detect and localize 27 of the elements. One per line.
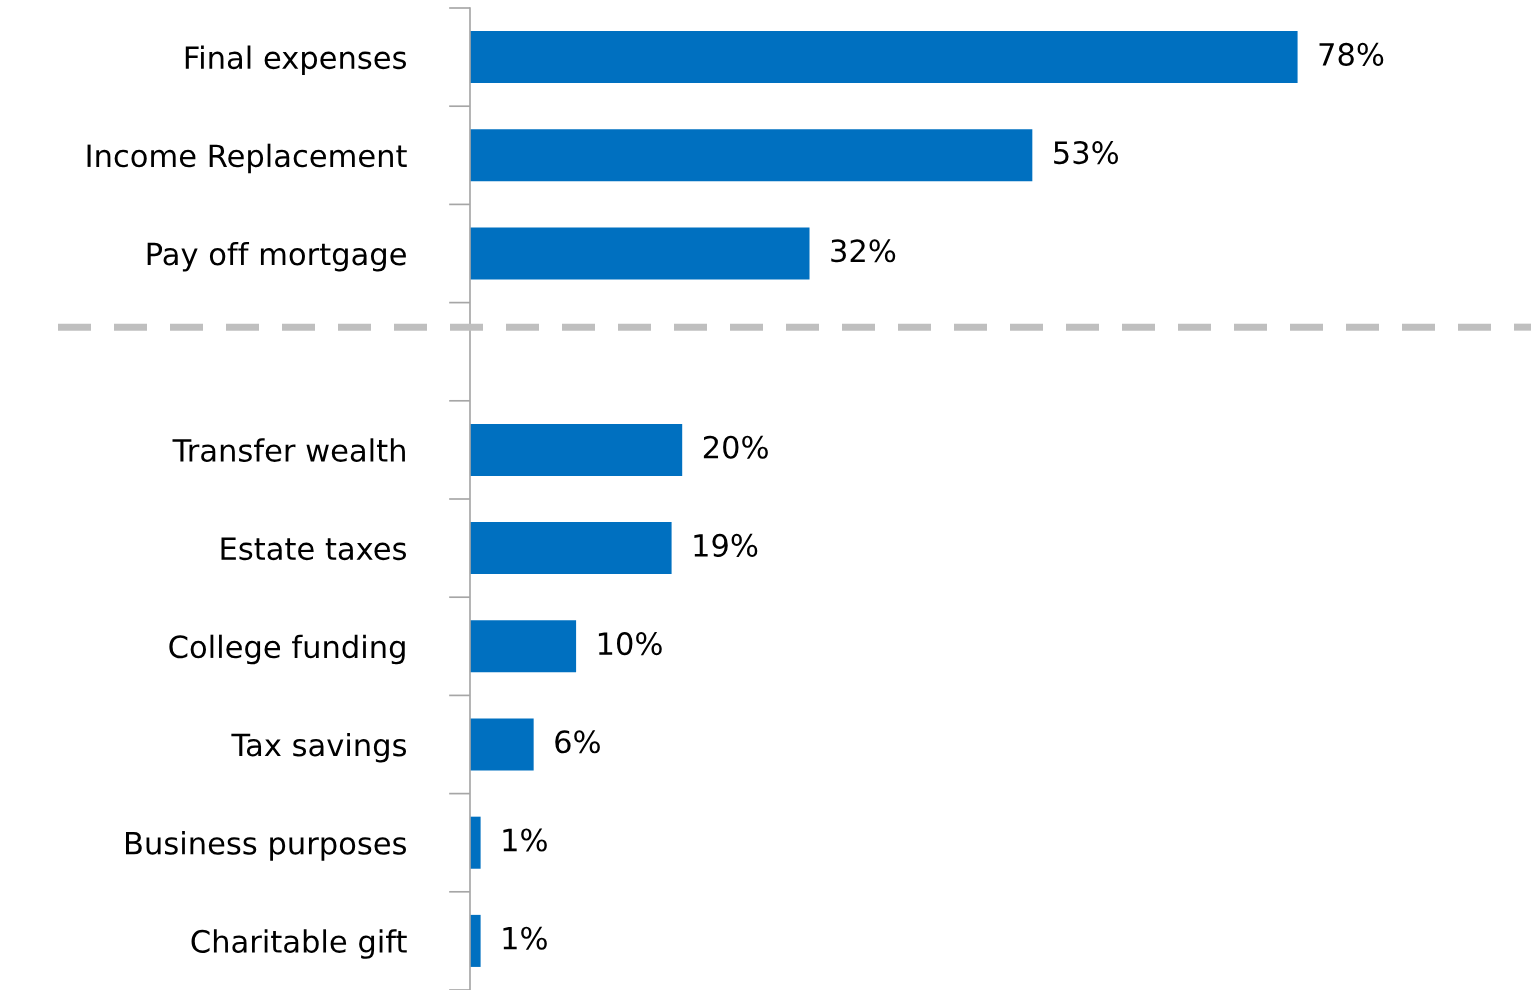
data-label: 32%	[831, 239, 896, 263]
y-tick-label: Business purposes	[126, 831, 407, 861]
bar	[470, 31, 1298, 84]
y-tick-label: Income Replacement	[87, 143, 407, 174]
bar	[470, 522, 672, 575]
bar	[470, 620, 577, 673]
y-tick-label: College funding	[169, 634, 405, 665]
data-label: 53%	[1054, 141, 1118, 165]
data-label: 1%	[503, 828, 547, 852]
data-label: 1%	[503, 926, 547, 950]
y-tick-label: Tax savings	[231, 732, 407, 763]
data-label: 20%	[703, 435, 768, 459]
bar	[470, 423, 683, 476]
data-label: 10%	[598, 632, 662, 656]
y-tick-label: Final expenses	[185, 45, 407, 76]
y-tick-label: Estate taxes	[221, 537, 407, 561]
data-label: 19%	[694, 533, 758, 557]
bar	[470, 914, 481, 967]
data-label: 6%	[555, 730, 600, 754]
bar	[470, 129, 1033, 182]
bar	[470, 718, 534, 771]
y-tick-label: Pay off mortgage	[147, 241, 406, 272]
data-label: 78%	[1319, 42, 1384, 66]
bar	[470, 816, 481, 869]
y-tick-label: Charitable gift	[191, 929, 407, 959]
y-tick-label: Transfer wealth	[172, 438, 405, 462]
bar	[470, 227, 810, 280]
